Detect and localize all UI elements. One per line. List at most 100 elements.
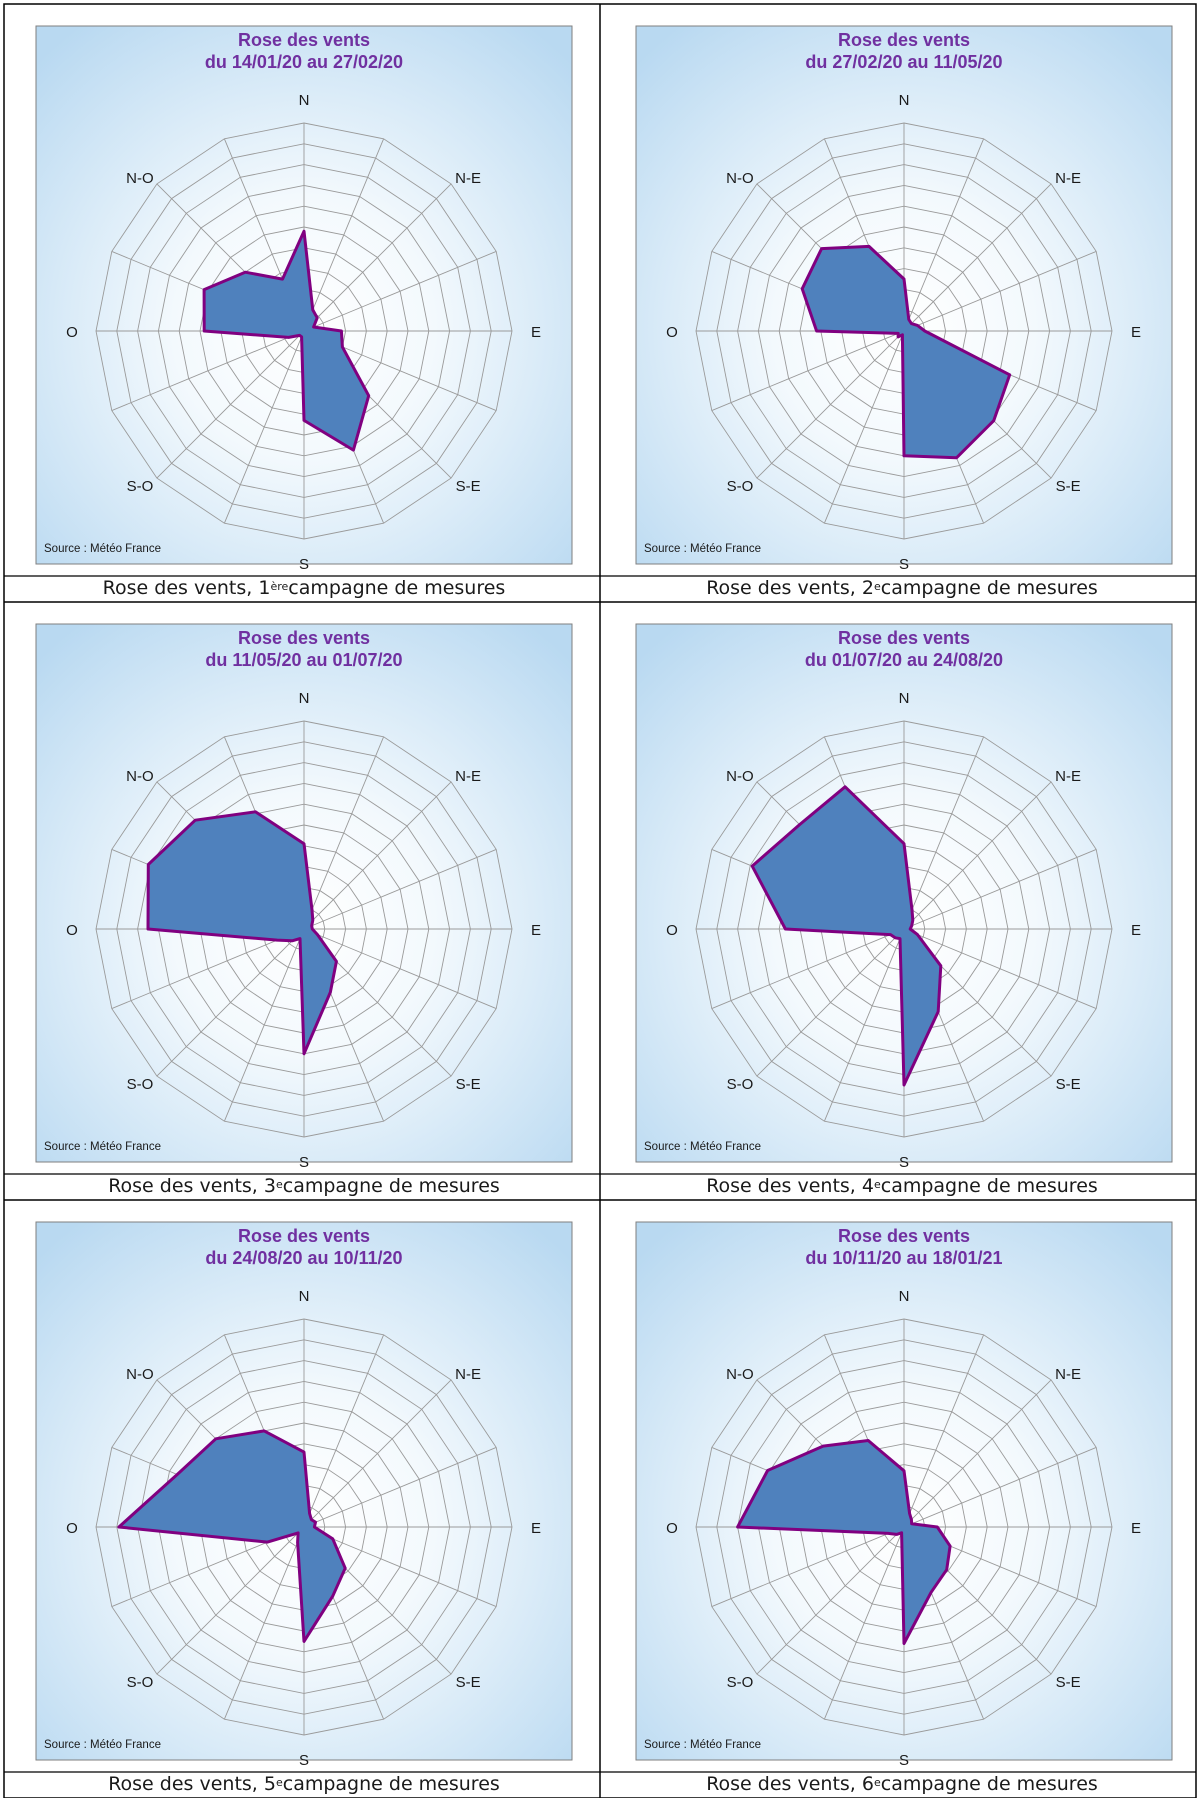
direction-label: N [299, 690, 310, 707]
direction-label: S-E [456, 1076, 481, 1093]
data-point-OSO [287, 336, 290, 339]
chart-title: Rose des vents [838, 1226, 970, 1246]
data-point-ESE [916, 933, 919, 936]
data-point-N-E [910, 322, 913, 325]
grid-spoke [303, 1379, 452, 1528]
direction-label: N [899, 690, 910, 707]
data-point-E [340, 329, 343, 333]
direction-label: O [666, 324, 678, 341]
direction-label: E [531, 1520, 541, 1537]
grid-spoke [303, 138, 385, 332]
data-point-N [302, 230, 306, 233]
direction-label: E [531, 324, 541, 341]
data-point-N-E [316, 316, 319, 319]
data-point-S-E [992, 419, 995, 422]
grid-spoke [823, 330, 905, 524]
data-point-ENE [910, 1522, 913, 1526]
caption-text: Rose des vents, 1 [102, 577, 271, 599]
data-point-S-O [896, 335, 900, 339]
data-point-O [815, 329, 818, 333]
data-point-N-O [798, 823, 801, 826]
data-point-E [923, 329, 926, 333]
grid-spoke [156, 928, 305, 1077]
direction-label: N-O [726, 170, 754, 187]
source-note: Source : Météo France [44, 543, 161, 555]
direction-label: S-O [127, 478, 154, 495]
grid-spoke [823, 1526, 905, 1720]
direction-label: E [1131, 324, 1141, 341]
data-point-S [302, 419, 306, 422]
data-point-S-E [367, 394, 370, 397]
data-point-ESE [341, 345, 344, 349]
grid-spoke [903, 736, 985, 930]
grid-spoke [223, 1526, 305, 1720]
data-point-ENE [916, 324, 919, 327]
caption-ordinal: e [275, 1177, 283, 1191]
grid-spoke [303, 781, 452, 930]
direction-label: S-E [1056, 1076, 1081, 1093]
data-points [736, 1439, 952, 1645]
data-point-SSE [955, 456, 958, 459]
data-points [801, 245, 1011, 459]
direction-label: S-O [727, 1674, 754, 1691]
data-point-SSO [901, 333, 904, 336]
grid-spoke [903, 848, 1097, 930]
direction-label: S-E [456, 478, 481, 495]
data-point-ESE [1008, 373, 1011, 376]
caption-ordinal: e [873, 1177, 881, 1191]
direction-label: S-E [456, 1674, 481, 1691]
data-point-S [302, 1640, 306, 1643]
data-point-N [902, 842, 906, 845]
grid-spoke [223, 928, 305, 1122]
chart-subtitle: du 01/07/20 au 24/08/20 [805, 650, 1003, 670]
direction-label: S-O [727, 1076, 754, 1093]
grid-spoke [303, 1526, 497, 1608]
data-point-ESE [948, 1544, 952, 1548]
direction-label: S-O [127, 1076, 154, 1093]
direction-label: N-E [455, 170, 481, 187]
data-point-ESE [316, 933, 319, 936]
direction-label: S-E [1056, 1674, 1081, 1691]
direction-label: N [299, 1288, 310, 1305]
data-point-SSE [937, 1010, 940, 1013]
data-points [202, 230, 370, 452]
direction-label: S [899, 1154, 909, 1171]
grid-spoke [303, 848, 497, 930]
caption-text-end: campagne de mesures [282, 1175, 500, 1197]
direction-label: O [66, 922, 78, 939]
data-point-E [936, 1525, 939, 1529]
data-point-S [902, 1083, 906, 1087]
caption-text: Rose des vents, 4 [706, 1175, 874, 1197]
data-point-NNE [310, 908, 314, 911]
direction-label: S [299, 556, 309, 573]
data-point-ENE [910, 924, 913, 927]
figure-caption: Rose des vents, 1 ère campagne de mesures [6, 574, 602, 602]
data-point-S-O [298, 334, 301, 337]
data-point-N-E [910, 1518, 913, 1521]
chart-subtitle: du 11/05/20 au 01/07/20 [205, 650, 402, 670]
direction-label: O [66, 324, 78, 341]
data-point-S-E [945, 1568, 948, 1571]
data-point-SSO [298, 937, 302, 940]
data-point-N [302, 1450, 306, 1454]
data-point-S-E [344, 1567, 347, 1570]
data-point-N [902, 1469, 906, 1473]
caption-ordinal: ère [270, 579, 289, 593]
direction-label: O [66, 1520, 78, 1537]
data-point-SSO [898, 937, 902, 940]
grid-spoke [111, 928, 305, 1010]
grid-spoke [903, 1446, 1097, 1528]
direction-label: E [1131, 922, 1141, 939]
data-point-S-O [895, 1533, 898, 1536]
grid-spoke [756, 330, 905, 479]
direction-label: N [299, 92, 310, 109]
data-point-N-O [821, 1444, 825, 1448]
data-point-S-O [291, 939, 294, 942]
source-note: Source : Météo France [44, 1141, 161, 1153]
caption-text-end: campagne de mesures [880, 1175, 1098, 1197]
data-point-N-E [310, 1518, 313, 1521]
data-point-N-O [194, 819, 197, 822]
data-point-S [902, 1642, 906, 1645]
